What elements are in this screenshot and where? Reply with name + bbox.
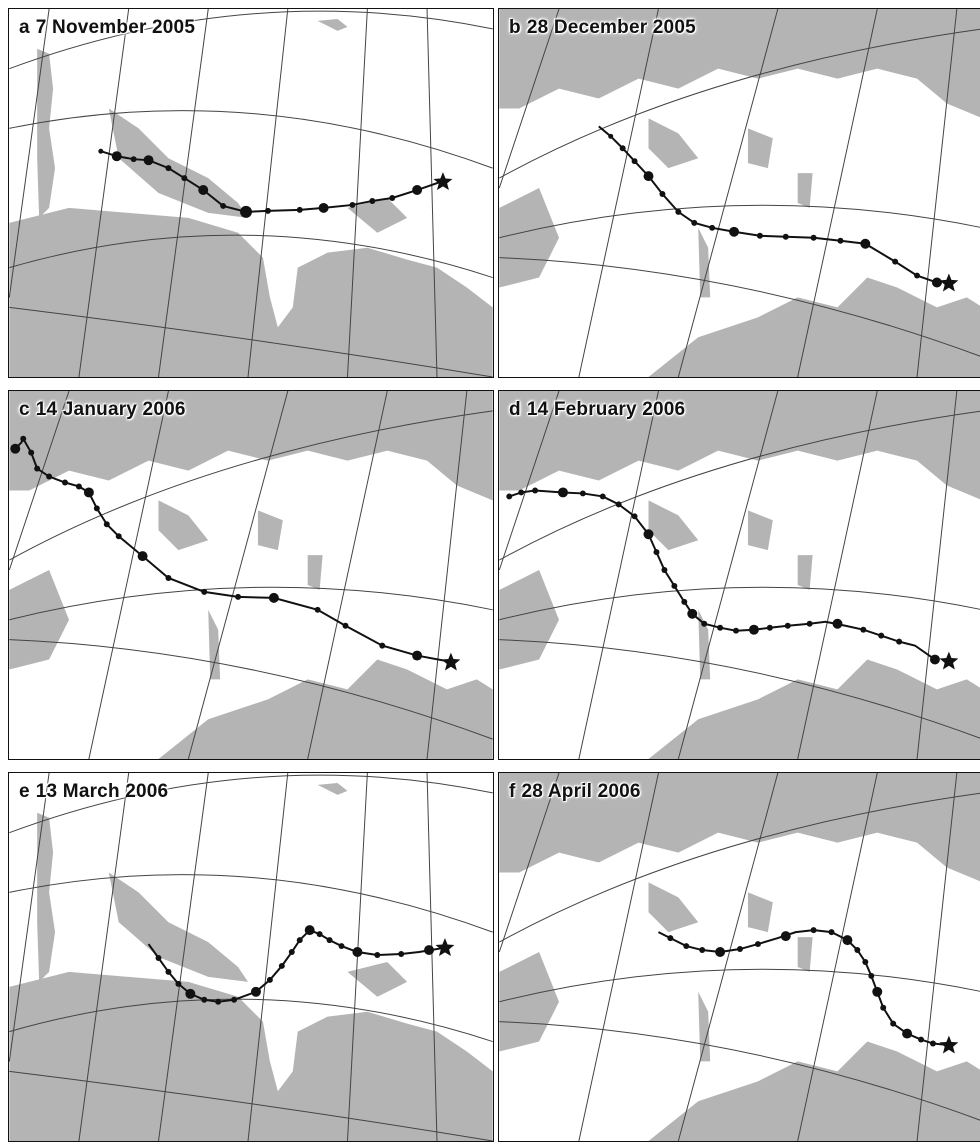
star-icon (939, 1035, 959, 1054)
land-masses (499, 9, 980, 377)
panel-letter: b (509, 17, 521, 38)
panel-title: c 14 January 2006 (19, 399, 186, 421)
land-masses (499, 391, 980, 759)
panel-title: e 13 March 2006 (19, 781, 168, 803)
panel-letter: d (509, 399, 521, 420)
land-masses (9, 782, 493, 1141)
land-masses (9, 391, 493, 759)
map-b (499, 9, 980, 377)
map-d (499, 391, 980, 759)
panel-letter: a (19, 17, 30, 38)
map-e (9, 773, 493, 1141)
trajectory (10, 435, 461, 671)
graticule (9, 391, 493, 759)
graticule (499, 773, 980, 1141)
panel-date: 13 March 2006 (35, 781, 169, 802)
star-icon (939, 273, 959, 292)
map-c (9, 391, 493, 759)
panel-date: 28 December 2005 (526, 17, 696, 38)
map-panel-b: b 28 December 2005 (498, 8, 980, 378)
panel-title: f 28 April 2006 (509, 781, 641, 803)
panel-date: 14 February 2006 (526, 399, 686, 420)
graticule (9, 9, 493, 377)
panel-letter: f (509, 781, 516, 802)
map-panel-e: e 13 March 2006 (8, 772, 494, 1142)
trajectory (147, 925, 455, 1005)
graticule (9, 773, 493, 1141)
panel-date: 28 April 2006 (521, 781, 641, 802)
trajectory (98, 148, 453, 218)
panel-date: 7 November 2005 (35, 17, 196, 38)
star-icon (939, 651, 959, 670)
graticule (499, 391, 980, 759)
star-icon (441, 652, 461, 671)
map-panel-d: d 14 February 2006 (498, 390, 980, 760)
star-icon (433, 172, 453, 191)
map-panel-f: f 28 April 2006 (498, 772, 980, 1142)
trajectory (658, 927, 959, 1054)
land-masses (499, 773, 980, 1141)
land-masses (9, 18, 493, 377)
map-a (9, 9, 493, 377)
map-panel-c: c 14 January 2006 (8, 390, 494, 760)
star-icon (435, 938, 455, 957)
trajectory (598, 125, 959, 292)
panel-title: d 14 February 2006 (509, 399, 685, 421)
panel-letter: c (19, 399, 30, 420)
map-f (499, 773, 980, 1141)
panel-title: b 28 December 2005 (509, 17, 696, 39)
trajectory (506, 487, 959, 670)
panel-letter: e (19, 781, 30, 802)
graticule (499, 9, 980, 377)
panel-date: 14 January 2006 (35, 399, 186, 420)
